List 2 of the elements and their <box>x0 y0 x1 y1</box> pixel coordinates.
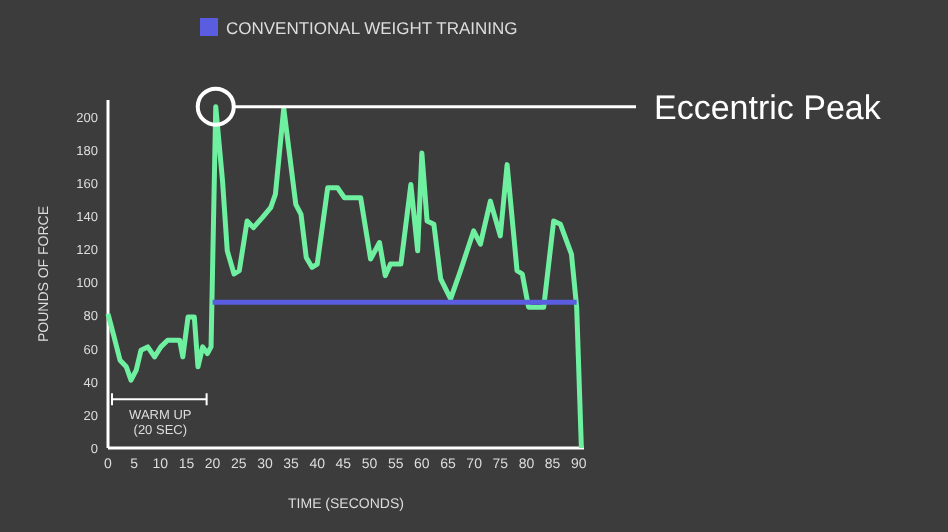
legend-label: CONVENTIONAL WEIGHT TRAINING <box>226 18 518 38</box>
ref-line-label: Eccentric Peak <box>654 88 882 127</box>
